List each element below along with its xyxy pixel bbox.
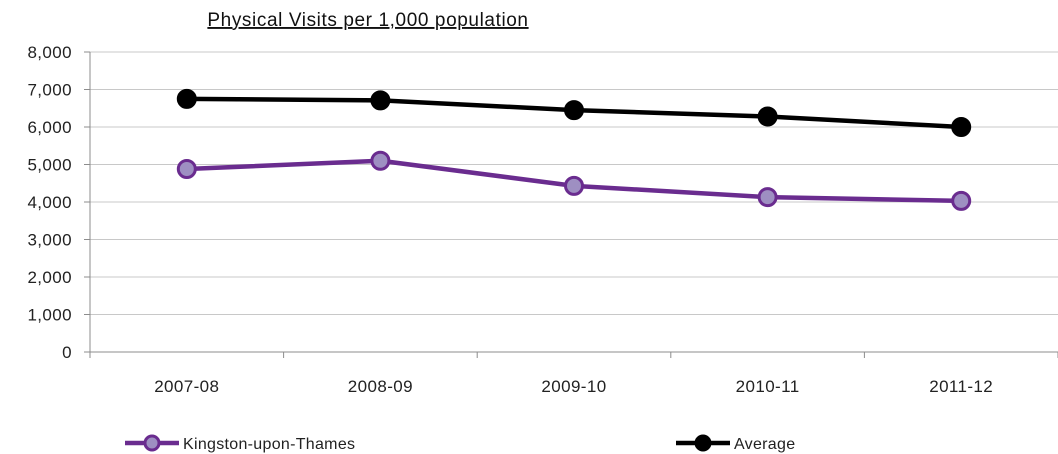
y-tick-label: 2,000 <box>27 268 72 287</box>
legend-swatch-marker <box>143 434 161 452</box>
y-tick-label: 5,000 <box>27 156 72 175</box>
chart-title: Physical Visits per 1,000 population <box>207 10 528 31</box>
data-point <box>370 150 391 171</box>
y-tick-label: 0 <box>62 343 72 362</box>
legend-swatch-marker <box>694 434 712 452</box>
data-point <box>757 187 778 208</box>
x-tick-label: 2007-08 <box>154 377 219 396</box>
y-tick-label: 7,000 <box>27 81 72 100</box>
x-tick-label: 2010-11 <box>736 377 800 396</box>
legend-label: Average <box>734 436 795 453</box>
data-point <box>757 106 778 127</box>
data-point <box>564 175 584 196</box>
data-point <box>176 159 197 179</box>
legend: Kingston-upon-Thames Average <box>125 434 795 453</box>
x-tick-label: 2009-10 <box>541 377 606 396</box>
axes <box>84 51 1058 358</box>
y-tick-label: 4,000 <box>27 193 72 212</box>
y-tick-label: 8,000 <box>27 43 72 62</box>
x-tick-label: 2008-09 <box>348 377 413 396</box>
y-tick-label: 3,000 <box>27 231 72 250</box>
data-point <box>176 88 197 109</box>
y-tick-label: 1,000 <box>27 306 72 325</box>
y-tick-label: 6,000 <box>27 118 72 137</box>
data-point <box>951 117 972 137</box>
data-point <box>370 90 391 111</box>
y-axis-ticks: 0 1,000 2,000 3,000 4,000 5,000 6,000 7,000 8,00… <box>27 43 72 362</box>
x-tick-label: 2011-12 <box>929 377 993 396</box>
x-axis-ticks: 2007-08 2008-09 2009-10 2010-11 2011-12 <box>154 377 993 396</box>
series-lines <box>176 88 972 211</box>
data-point <box>564 100 584 121</box>
data-point <box>951 190 972 211</box>
legend-label: Kingston-upon-Thames <box>183 436 355 453</box>
